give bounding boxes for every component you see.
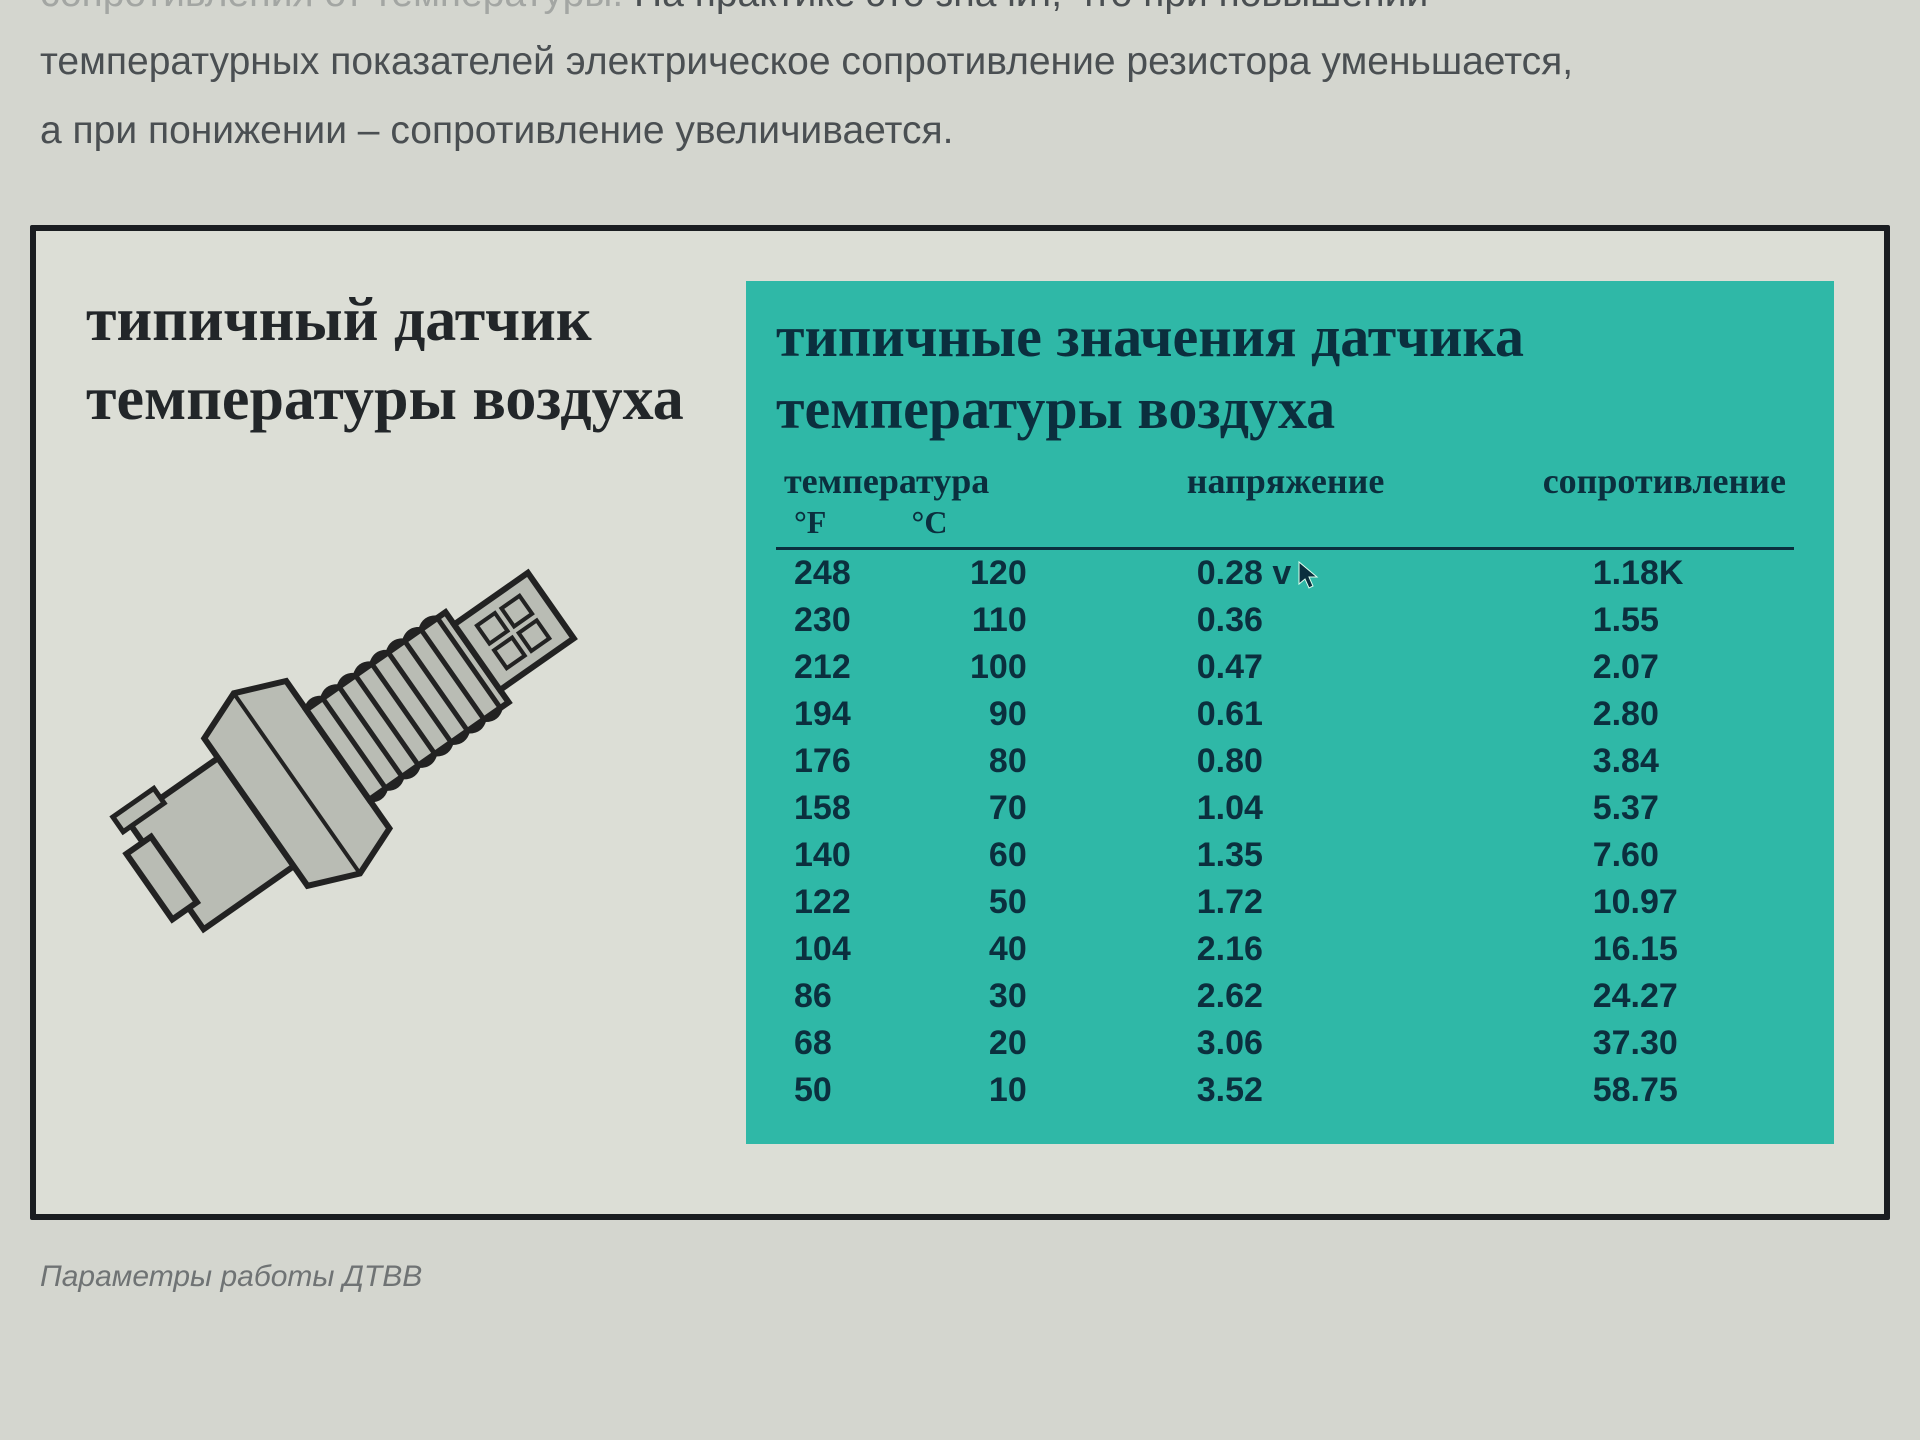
table-row: 86302.6224.27 <box>776 973 1794 1020</box>
cell-celsius: 120 <box>902 548 1107 597</box>
sensor-values-table: температура напряжение сопротивление °F … <box>776 454 1794 1114</box>
table-row: 122501.7210.97 <box>776 879 1794 926</box>
cell-voltage: 3.06 <box>1107 1020 1483 1067</box>
cell-celsius: 70 <box>902 785 1107 832</box>
cell-voltage: 2.62 <box>1107 973 1483 1020</box>
article-paragraph: сопротивления от температуры. На практик… <box>30 0 1890 195</box>
cell-resistance: 1.18K <box>1483 548 1794 597</box>
table-row: 2481200.28 v1.18K <box>776 548 1794 597</box>
cell-voltage: 0.28 v <box>1107 548 1483 597</box>
cell-fahrenheit: 68 <box>776 1020 902 1067</box>
figure-data-panel: типичные значения датчика температуры во… <box>746 281 1834 1144</box>
cell-fahrenheit: 194 <box>776 691 902 738</box>
cell-resistance: 10.97 <box>1483 879 1794 926</box>
cell-resistance: 1.55 <box>1483 597 1794 644</box>
sensor-illustration-icon <box>86 479 606 999</box>
cell-voltage: 0.61 <box>1107 691 1483 738</box>
cell-fahrenheit: 158 <box>776 785 902 832</box>
table-row: 68203.0637.30 <box>776 1020 1794 1067</box>
table-row: 50103.5258.75 <box>776 1067 1794 1114</box>
cell-voltage: 0.47 <box>1107 644 1483 691</box>
cell-fahrenheit: 230 <box>776 597 902 644</box>
cell-celsius: 60 <box>902 832 1107 879</box>
cell-fahrenheit: 104 <box>776 926 902 973</box>
figure-caption: Параметры работы ДТВВ <box>30 1260 1890 1294</box>
cell-voltage: 2.16 <box>1107 926 1483 973</box>
cell-resistance: 3.84 <box>1483 738 1794 785</box>
page: сопротивления от температуры. На практик… <box>0 0 1920 1400</box>
cell-fahrenheit: 212 <box>776 644 902 691</box>
cell-resistance: 58.75 <box>1483 1067 1794 1114</box>
cell-voltage: 1.72 <box>1107 879 1483 926</box>
table-subheader-row: °F °C <box>776 504 1794 549</box>
header-temperature: температура <box>776 454 1107 504</box>
cell-fahrenheit: 248 <box>776 548 902 597</box>
cell-celsius: 30 <box>902 973 1107 1020</box>
data-panel-title: типичные значения датчика температуры во… <box>776 301 1794 446</box>
cell-celsius: 50 <box>902 879 1107 926</box>
table-row: 194900.612.80 <box>776 691 1794 738</box>
subheader-celsius: °C <box>902 504 1107 549</box>
cell-fahrenheit: 140 <box>776 832 902 879</box>
cell-voltage: 3.52 <box>1107 1067 1483 1114</box>
cell-resistance: 37.30 <box>1483 1020 1794 1067</box>
table-row: 176800.803.84 <box>776 738 1794 785</box>
cell-celsius: 110 <box>902 597 1107 644</box>
cell-celsius: 20 <box>902 1020 1107 1067</box>
cell-celsius: 10 <box>902 1067 1107 1114</box>
table-header-row: температура напряжение сопротивление <box>776 454 1794 504</box>
sensor-title: типичный датчик температуры воздуха <box>86 281 706 440</box>
cell-voltage: 1.35 <box>1107 832 1483 879</box>
cell-celsius: 40 <box>902 926 1107 973</box>
cell-celsius: 90 <box>902 691 1107 738</box>
cell-celsius: 80 <box>902 738 1107 785</box>
cell-voltage: 0.36 <box>1107 597 1483 644</box>
cell-fahrenheit: 86 <box>776 973 902 1020</box>
cell-resistance: 24.27 <box>1483 973 1794 1020</box>
subheader-fahrenheit: °F <box>776 504 902 549</box>
cell-voltage: 0.80 <box>1107 738 1483 785</box>
table-row: 158701.045.37 <box>776 785 1794 832</box>
cell-fahrenheit: 176 <box>776 738 902 785</box>
cell-resistance: 7.60 <box>1483 832 1794 879</box>
table-row: 2301100.361.55 <box>776 597 1794 644</box>
cell-voltage: 1.04 <box>1107 785 1483 832</box>
cell-fahrenheit: 122 <box>776 879 902 926</box>
header-voltage: напряжение <box>1107 454 1483 504</box>
cell-resistance: 5.37 <box>1483 785 1794 832</box>
table-row: 104402.1616.15 <box>776 926 1794 973</box>
table-row: 140601.357.60 <box>776 832 1794 879</box>
cell-resistance: 2.07 <box>1483 644 1794 691</box>
table-row: 2121000.472.07 <box>776 644 1794 691</box>
header-resistance: сопротивление <box>1483 454 1794 504</box>
cell-celsius: 100 <box>902 644 1107 691</box>
cell-fahrenheit: 50 <box>776 1067 902 1114</box>
cell-resistance: 16.15 <box>1483 926 1794 973</box>
figure-box: типичный датчик температуры воздуха <box>30 225 1890 1220</box>
figure-left-column: типичный датчик температуры воздуха <box>86 281 706 1144</box>
cell-resistance: 2.80 <box>1483 691 1794 738</box>
